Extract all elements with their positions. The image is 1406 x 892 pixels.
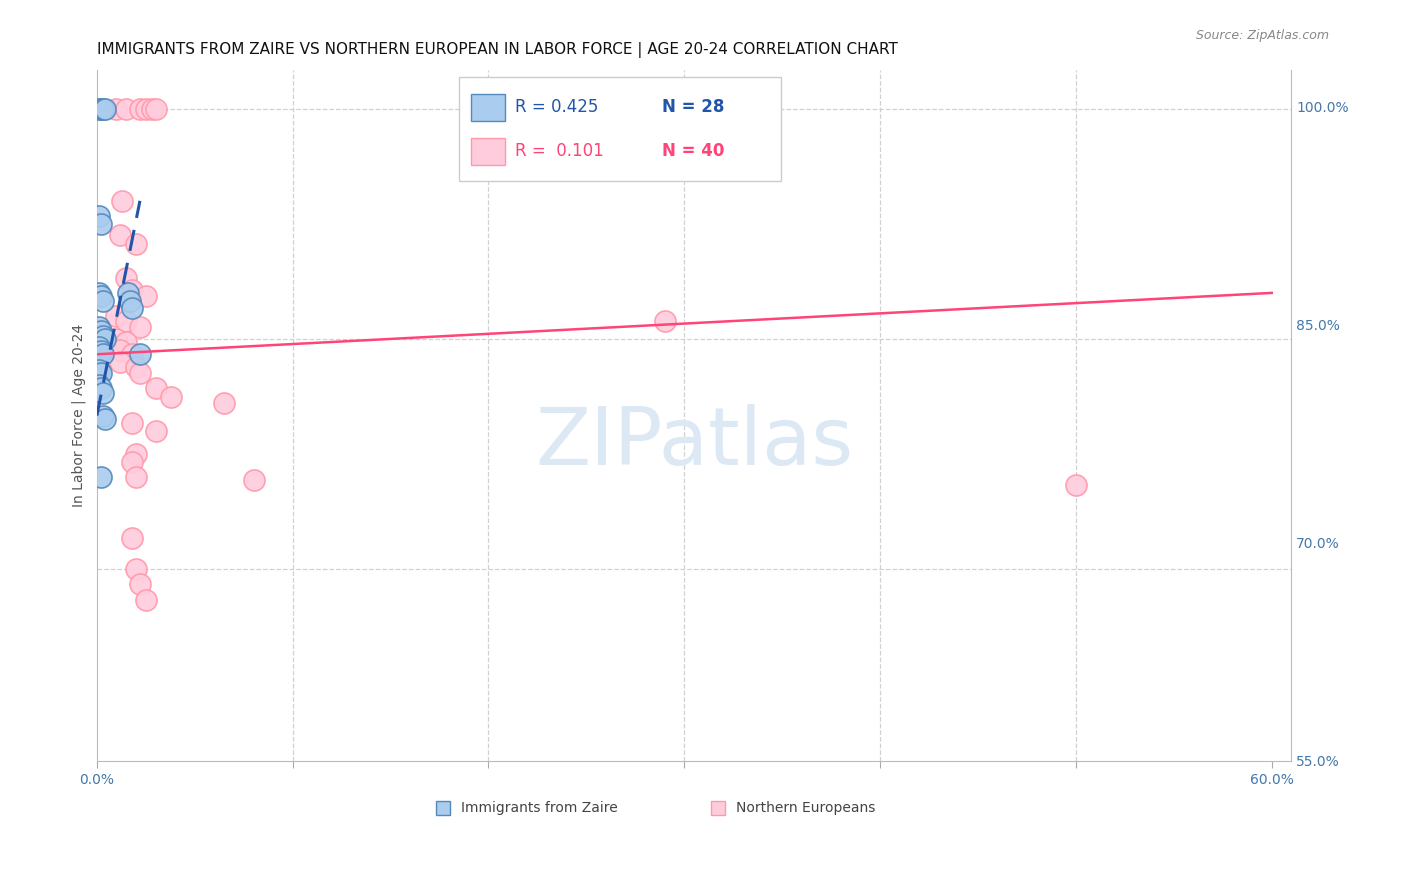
Immigrants from Zaire [93, 102, 115, 116]
Northern Europeans [121, 417, 143, 431]
Immigrants from Zaire [117, 285, 139, 300]
Immigrants from Zaire [90, 217, 112, 231]
Northern Europeans [145, 102, 167, 116]
Northern Europeans [111, 194, 134, 208]
Immigrants from Zaire [120, 293, 142, 308]
Immigrants from Zaire [87, 340, 110, 354]
Immigrants from Zaire [91, 329, 114, 343]
Text: R =  0.101: R = 0.101 [515, 143, 603, 161]
Northern Europeans [115, 313, 138, 327]
Northern Europeans [135, 289, 157, 303]
Immigrants from Zaire [91, 293, 114, 308]
Text: IMMIGRANTS FROM ZAIRE VS NORTHERN EUROPEAN IN LABOR FORCE | AGE 20-24 CORRELATIO: IMMIGRANTS FROM ZAIRE VS NORTHERN EUROPE… [97, 42, 897, 58]
Northern Europeans [125, 236, 148, 251]
Northern Europeans [212, 396, 235, 410]
Immigrants from Zaire [90, 366, 112, 380]
Immigrants from Zaire [87, 319, 110, 334]
Immigrants from Zaire [90, 289, 112, 303]
Immigrants from Zaire [90, 381, 112, 395]
Northern Europeans [121, 347, 143, 361]
Text: Source: ZipAtlas.com: Source: ZipAtlas.com [1195, 29, 1329, 42]
Northern Europeans [125, 562, 148, 576]
Text: N = 28: N = 28 [662, 98, 724, 116]
Northern Europeans [125, 359, 148, 374]
Northern Europeans [105, 332, 128, 346]
Northern Europeans [105, 309, 128, 323]
Northern Europeans [145, 424, 167, 438]
Immigrants from Zaire [91, 409, 114, 423]
Immigrants from Zaire [90, 324, 112, 338]
Immigrants from Zaire [87, 378, 110, 392]
Northern Europeans [110, 343, 132, 357]
FancyBboxPatch shape [471, 94, 505, 120]
Northern Europeans [125, 470, 148, 484]
Northern Europeans [145, 381, 167, 395]
Immigrants from Zaire [91, 347, 114, 361]
Immigrants from Zaire [90, 102, 112, 116]
Northern Europeans [121, 455, 143, 469]
Northern Europeans [115, 270, 138, 285]
Immigrants from Zaire [87, 362, 110, 376]
Text: ZIPatlas: ZIPatlas [536, 404, 853, 483]
Northern Europeans [125, 447, 148, 461]
Text: Immigrants from Zaire: Immigrants from Zaire [461, 801, 617, 814]
FancyBboxPatch shape [471, 138, 505, 165]
Immigrants from Zaire [93, 332, 115, 346]
Text: R = 0.425: R = 0.425 [515, 98, 599, 116]
Northern Europeans [129, 366, 152, 380]
Northern Europeans [129, 319, 152, 334]
Text: Northern Europeans: Northern Europeans [735, 801, 876, 814]
Immigrants from Zaire [87, 285, 110, 300]
Immigrants from Zaire [87, 102, 110, 116]
Immigrants from Zaire [93, 411, 115, 425]
Northern Europeans [105, 102, 128, 116]
Northern Europeans [115, 102, 138, 116]
Northern Europeans [654, 313, 676, 327]
Text: N = 40: N = 40 [662, 143, 724, 161]
Immigrants from Zaire [90, 470, 112, 484]
Northern Europeans [129, 577, 152, 591]
Northern Europeans [242, 473, 264, 487]
Immigrants from Zaire [90, 344, 112, 359]
Northern Europeans [135, 102, 157, 116]
Northern Europeans [115, 334, 138, 349]
Northern Europeans [121, 532, 143, 546]
Northern Europeans [110, 355, 132, 369]
Northern Europeans [110, 227, 132, 242]
Northern Europeans [135, 592, 157, 607]
Northern Europeans [160, 390, 183, 404]
Immigrants from Zaire [129, 347, 152, 361]
FancyBboxPatch shape [458, 78, 782, 181]
Northern Europeans [129, 102, 152, 116]
Immigrants from Zaire [87, 209, 110, 223]
Northern Europeans [141, 102, 163, 116]
Northern Europeans [115, 838, 138, 853]
Immigrants from Zaire [91, 102, 114, 116]
Y-axis label: In Labor Force | Age 20-24: In Labor Force | Age 20-24 [72, 324, 86, 508]
Northern Europeans [1064, 477, 1087, 491]
Northern Europeans [121, 283, 143, 297]
Immigrants from Zaire [121, 301, 143, 316]
Immigrants from Zaire [91, 385, 114, 400]
